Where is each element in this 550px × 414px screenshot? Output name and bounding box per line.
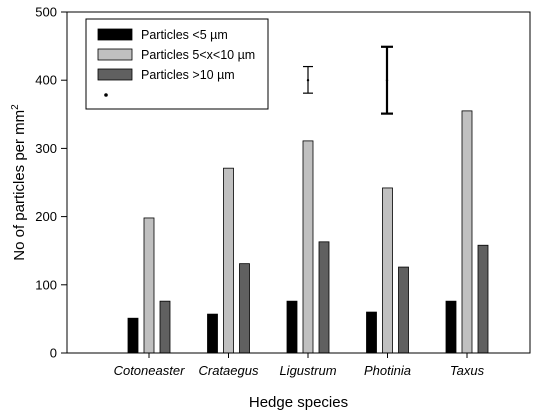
error-bar bbox=[381, 45, 393, 115]
bar-taxus-series-1 bbox=[445, 300, 457, 354]
bar-photinia-series-2 bbox=[382, 187, 393, 354]
bar-photinia-series-3 bbox=[398, 266, 409, 354]
bar-ligustrum-series-1 bbox=[286, 300, 298, 354]
x-axis-title: Hedge species bbox=[249, 394, 348, 411]
bar-photinia-series-1 bbox=[366, 311, 377, 354]
legend-label: Particles 5<x<10 µm bbox=[141, 48, 255, 62]
x-tick-label: Taxus bbox=[450, 363, 485, 378]
y-tick-label: 400 bbox=[35, 73, 57, 88]
x-tick-label: Ligustrum bbox=[279, 363, 336, 378]
x-axis: Cotoneaster Crataegus Ligustrum Photinia Tax… bbox=[114, 353, 485, 378]
bar-crataegus-series-2 bbox=[223, 167, 234, 354]
legend-label: Particles <5 µm bbox=[141, 28, 228, 42]
error-bar bbox=[303, 65, 313, 94]
bar-taxus-series-2 bbox=[461, 110, 473, 354]
y-tick-label: 0 bbox=[50, 346, 57, 361]
bar-cotoneaster-series-3 bbox=[159, 300, 171, 354]
legend-swatch bbox=[97, 68, 133, 81]
error-bars-layer bbox=[303, 45, 393, 115]
plot-frame bbox=[66, 11, 531, 354]
legend-point-marker bbox=[104, 93, 108, 97]
bar-cotoneaster-series-1 bbox=[127, 317, 139, 354]
y-axis-title: No of particles per mm2 bbox=[10, 104, 28, 261]
bar-ligustrum-series-2 bbox=[302, 140, 314, 354]
bar-cotoneaster-series-2 bbox=[143, 217, 155, 354]
legend-swatch bbox=[97, 28, 133, 41]
bar-ligustrum-series-3 bbox=[318, 241, 330, 354]
legend-label: Particles >10 µm bbox=[141, 68, 235, 82]
y-tick-label: 100 bbox=[35, 277, 57, 292]
bar-crataegus-series-1 bbox=[207, 313, 218, 354]
y-axis-title-superscript: 2 bbox=[10, 104, 21, 110]
bar-crataegus-series-3 bbox=[239, 263, 250, 354]
x-tick-label: Cotoneaster bbox=[114, 363, 185, 378]
legend-swatch bbox=[97, 48, 133, 61]
legend: Particles <5 µm Particles 5<x<10 µm Partic… bbox=[85, 18, 269, 110]
x-tick-label: Crataegus bbox=[199, 363, 259, 378]
y-tick-label: 300 bbox=[35, 141, 57, 156]
bar-taxus-series-3 bbox=[477, 244, 489, 354]
legend-box bbox=[85, 18, 269, 110]
y-tick-label: 200 bbox=[35, 209, 57, 224]
y-axis: 0 100 200 300 400 500 bbox=[35, 5, 67, 361]
y-tick-label: 500 bbox=[35, 5, 57, 20]
bars-layer bbox=[127, 110, 489, 354]
x-tick-label: Photinia bbox=[364, 363, 411, 378]
y-axis-title-main: No of particles per mm bbox=[11, 110, 28, 261]
